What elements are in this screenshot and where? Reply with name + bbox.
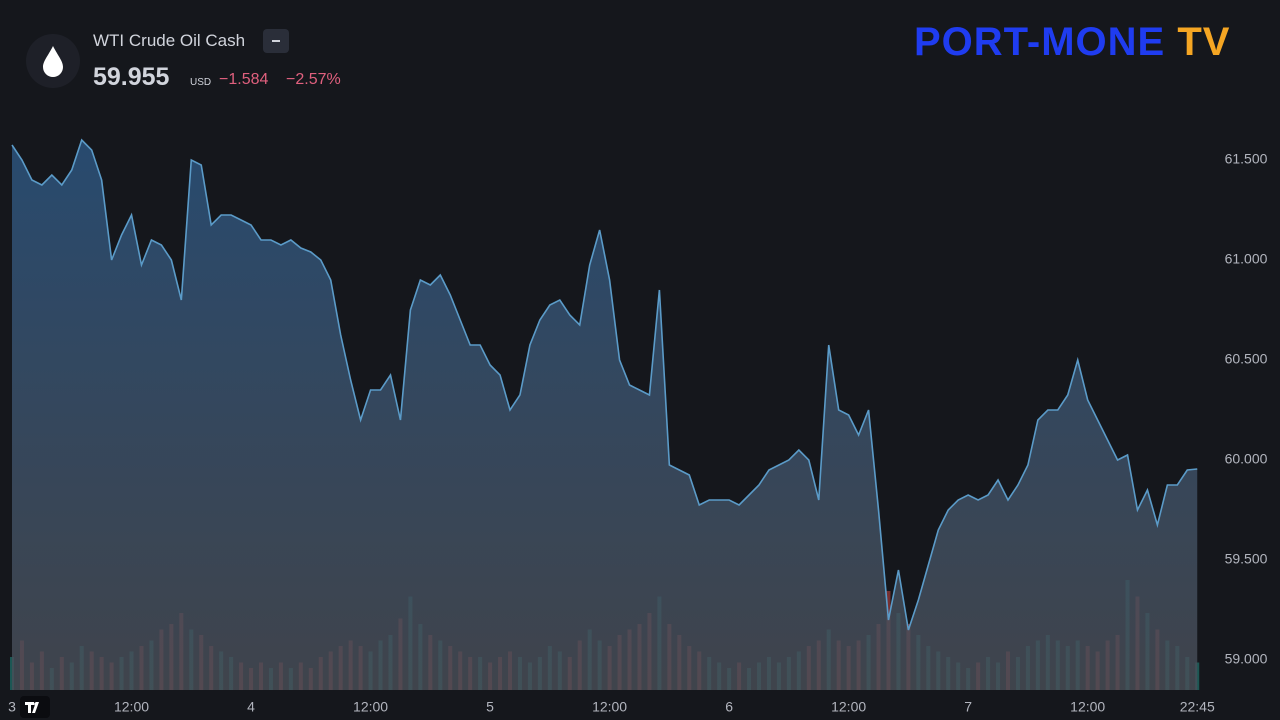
area-fill	[12, 140, 1198, 690]
y-tick-label: 60.000	[1225, 451, 1268, 467]
percent-change: −2.57%	[286, 71, 341, 88]
x-tick-label: 22:45	[1180, 699, 1215, 715]
x-tick-label: 7	[964, 699, 972, 715]
y-tick-label: 60.500	[1225, 351, 1268, 367]
symbol-icon	[26, 34, 80, 88]
drop	[43, 46, 63, 77]
tv-logo	[20, 696, 50, 718]
y-tick-label: 59.000	[1225, 651, 1268, 667]
x-tick-label: 12:00	[831, 699, 866, 715]
x-tick-label: 12:00	[1070, 699, 1105, 715]
x-tick-label: 12:00	[592, 699, 627, 715]
price-change: −1.584	[219, 71, 269, 88]
x-tick-label: 4	[247, 699, 255, 715]
x-tick-label: 12:00	[114, 699, 149, 715]
y-tick-label: 61.500	[1225, 151, 1268, 167]
y-tick-label: 61.000	[1225, 251, 1268, 267]
logo-main: PORT-MONE	[914, 20, 1166, 64]
price-line	[11, 138, 1198, 631]
x-tick-label: 12:00	[353, 699, 388, 715]
logo: PORT-MONE TV	[914, 20, 1230, 65]
collapse-button[interactable]	[263, 29, 289, 53]
symbol-name: WTI Crude Oil Cash	[93, 31, 246, 50]
x-tick-label: 6	[725, 699, 733, 715]
x-tick-label: 5	[486, 699, 494, 715]
y-tick-label: 59.500	[1225, 551, 1268, 567]
x-tick-label: 3	[8, 699, 16, 715]
currency: USD	[190, 77, 212, 88]
logo-suffix: TV	[1177, 20, 1231, 64]
last-price: 59.955	[93, 63, 170, 91]
